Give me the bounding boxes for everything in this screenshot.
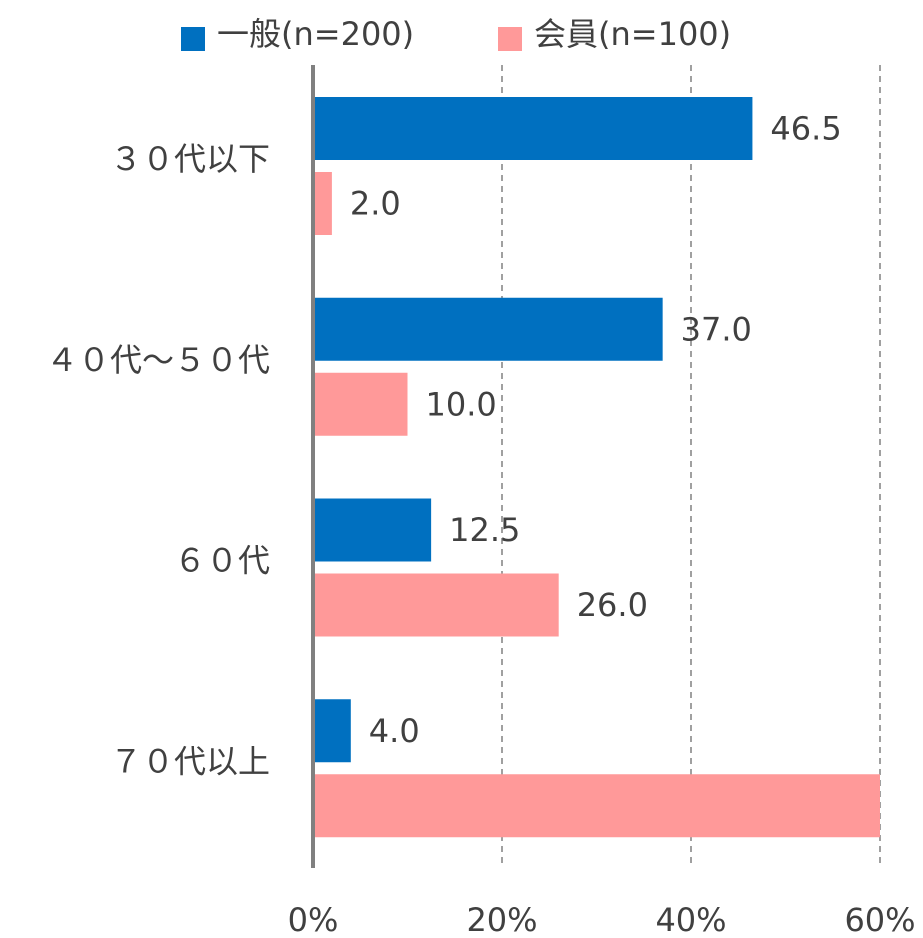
bar: [313, 573, 559, 637]
y-tick-label: ４０代～５０代: [46, 341, 270, 379]
legend-label: 会員(n=100): [534, 15, 731, 53]
x-tick-label: 0%: [288, 901, 339, 938]
legend-label: 一般(n=200): [217, 15, 414, 53]
y-tick-label: ３０代以下: [110, 140, 270, 178]
data-label: 2.0: [350, 185, 401, 223]
bar: [313, 498, 432, 562]
bar: [313, 699, 351, 763]
data-label: 37.0: [681, 310, 752, 348]
legend-swatch: [498, 27, 522, 51]
bar: [313, 372, 408, 436]
data-label: 4.0: [369, 712, 420, 750]
data-label: 46.5: [770, 110, 841, 148]
x-tick-label: 60%: [844, 901, 915, 938]
data-label: 10.0: [426, 385, 497, 423]
bar: [313, 172, 332, 235]
y-tick-label: ６０代: [174, 542, 270, 580]
x-tick-label: 20%: [466, 901, 537, 938]
bar: [313, 297, 663, 361]
x-tick-label: 40%: [655, 901, 726, 938]
bar: [313, 774, 880, 838]
legend-swatch: [181, 27, 205, 51]
data-label: 12.5: [449, 511, 520, 549]
y-tick-label: ７０代以上: [110, 742, 270, 780]
bar: [313, 97, 753, 160]
data-label: 26.0: [577, 586, 648, 624]
